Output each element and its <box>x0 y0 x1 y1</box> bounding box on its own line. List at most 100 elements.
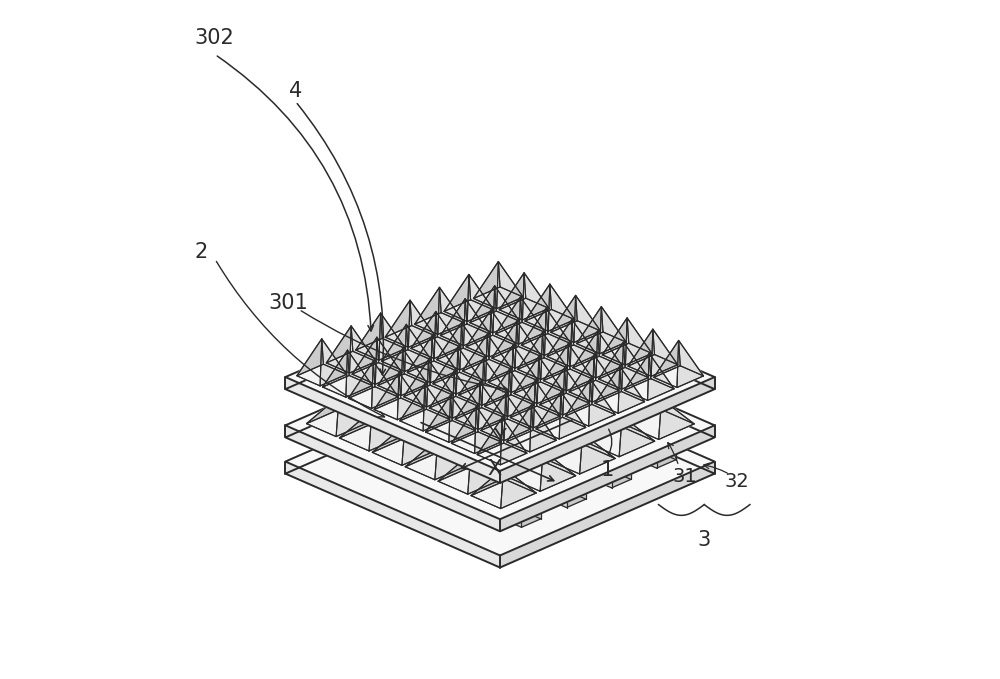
Polygon shape <box>594 355 619 390</box>
Polygon shape <box>418 376 454 403</box>
Text: X: X <box>488 459 502 479</box>
Polygon shape <box>388 451 423 466</box>
Polygon shape <box>525 284 550 331</box>
Polygon shape <box>415 362 451 402</box>
Polygon shape <box>320 339 347 386</box>
Polygon shape <box>382 325 406 371</box>
Polygon shape <box>502 422 536 437</box>
Polygon shape <box>285 425 500 531</box>
Polygon shape <box>436 479 451 496</box>
Polygon shape <box>412 461 446 476</box>
Polygon shape <box>602 318 627 365</box>
Polygon shape <box>478 437 513 464</box>
Polygon shape <box>506 511 521 528</box>
Polygon shape <box>322 339 347 374</box>
Text: 302: 302 <box>195 28 235 48</box>
Polygon shape <box>379 393 414 421</box>
Polygon shape <box>479 411 498 430</box>
Polygon shape <box>545 432 560 448</box>
Polygon shape <box>451 376 484 401</box>
Polygon shape <box>381 313 405 348</box>
Polygon shape <box>500 331 715 437</box>
Polygon shape <box>499 273 524 320</box>
Polygon shape <box>410 429 425 445</box>
Polygon shape <box>307 396 342 424</box>
Polygon shape <box>406 325 431 360</box>
Polygon shape <box>497 342 533 369</box>
Polygon shape <box>410 420 444 435</box>
Polygon shape <box>476 407 501 442</box>
Polygon shape <box>526 432 545 450</box>
Polygon shape <box>624 353 651 390</box>
Polygon shape <box>458 347 483 382</box>
Polygon shape <box>590 416 625 444</box>
Polygon shape <box>485 369 509 416</box>
Polygon shape <box>350 326 376 373</box>
Polygon shape <box>411 312 436 359</box>
Polygon shape <box>444 274 471 312</box>
Polygon shape <box>629 399 662 439</box>
Polygon shape <box>595 366 620 414</box>
Polygon shape <box>476 441 491 458</box>
Polygon shape <box>400 384 425 431</box>
Polygon shape <box>375 337 402 384</box>
Polygon shape <box>479 420 494 436</box>
Polygon shape <box>435 439 470 480</box>
Polygon shape <box>502 422 521 440</box>
Polygon shape <box>504 468 536 493</box>
Polygon shape <box>510 437 543 461</box>
Polygon shape <box>524 388 556 428</box>
Polygon shape <box>590 379 615 415</box>
Polygon shape <box>536 392 561 439</box>
Polygon shape <box>492 321 517 368</box>
Polygon shape <box>407 335 434 373</box>
Polygon shape <box>401 348 428 396</box>
Polygon shape <box>445 422 477 462</box>
Polygon shape <box>565 379 592 416</box>
Polygon shape <box>449 395 475 442</box>
Polygon shape <box>597 471 612 488</box>
Polygon shape <box>576 295 600 331</box>
Polygon shape <box>609 429 629 447</box>
Polygon shape <box>599 342 625 379</box>
Polygon shape <box>573 331 598 378</box>
Polygon shape <box>471 454 503 479</box>
Polygon shape <box>440 299 465 346</box>
Polygon shape <box>594 431 609 447</box>
Polygon shape <box>571 412 605 427</box>
Polygon shape <box>445 422 480 449</box>
Polygon shape <box>618 433 637 452</box>
Polygon shape <box>594 422 614 441</box>
Polygon shape <box>602 318 629 355</box>
Polygon shape <box>433 347 460 384</box>
Polygon shape <box>567 402 582 418</box>
Polygon shape <box>620 366 645 402</box>
Polygon shape <box>385 362 421 389</box>
Polygon shape <box>499 273 526 310</box>
Polygon shape <box>385 300 412 337</box>
Polygon shape <box>401 417 421 435</box>
Polygon shape <box>637 433 652 449</box>
Polygon shape <box>372 425 405 465</box>
Polygon shape <box>471 468 504 509</box>
Polygon shape <box>540 368 566 405</box>
Polygon shape <box>485 369 511 406</box>
Polygon shape <box>285 367 500 474</box>
Polygon shape <box>323 350 348 397</box>
Polygon shape <box>562 408 582 427</box>
Polygon shape <box>569 355 596 392</box>
Polygon shape <box>522 273 549 320</box>
Polygon shape <box>384 440 399 457</box>
Polygon shape <box>528 472 562 487</box>
Polygon shape <box>386 410 406 428</box>
Polygon shape <box>506 394 531 429</box>
Polygon shape <box>565 379 590 426</box>
Polygon shape <box>379 313 405 360</box>
Polygon shape <box>423 384 450 431</box>
Polygon shape <box>433 431 468 446</box>
Polygon shape <box>549 442 584 457</box>
Polygon shape <box>470 286 495 333</box>
Polygon shape <box>622 342 648 389</box>
Polygon shape <box>431 390 451 409</box>
Polygon shape <box>528 481 543 497</box>
